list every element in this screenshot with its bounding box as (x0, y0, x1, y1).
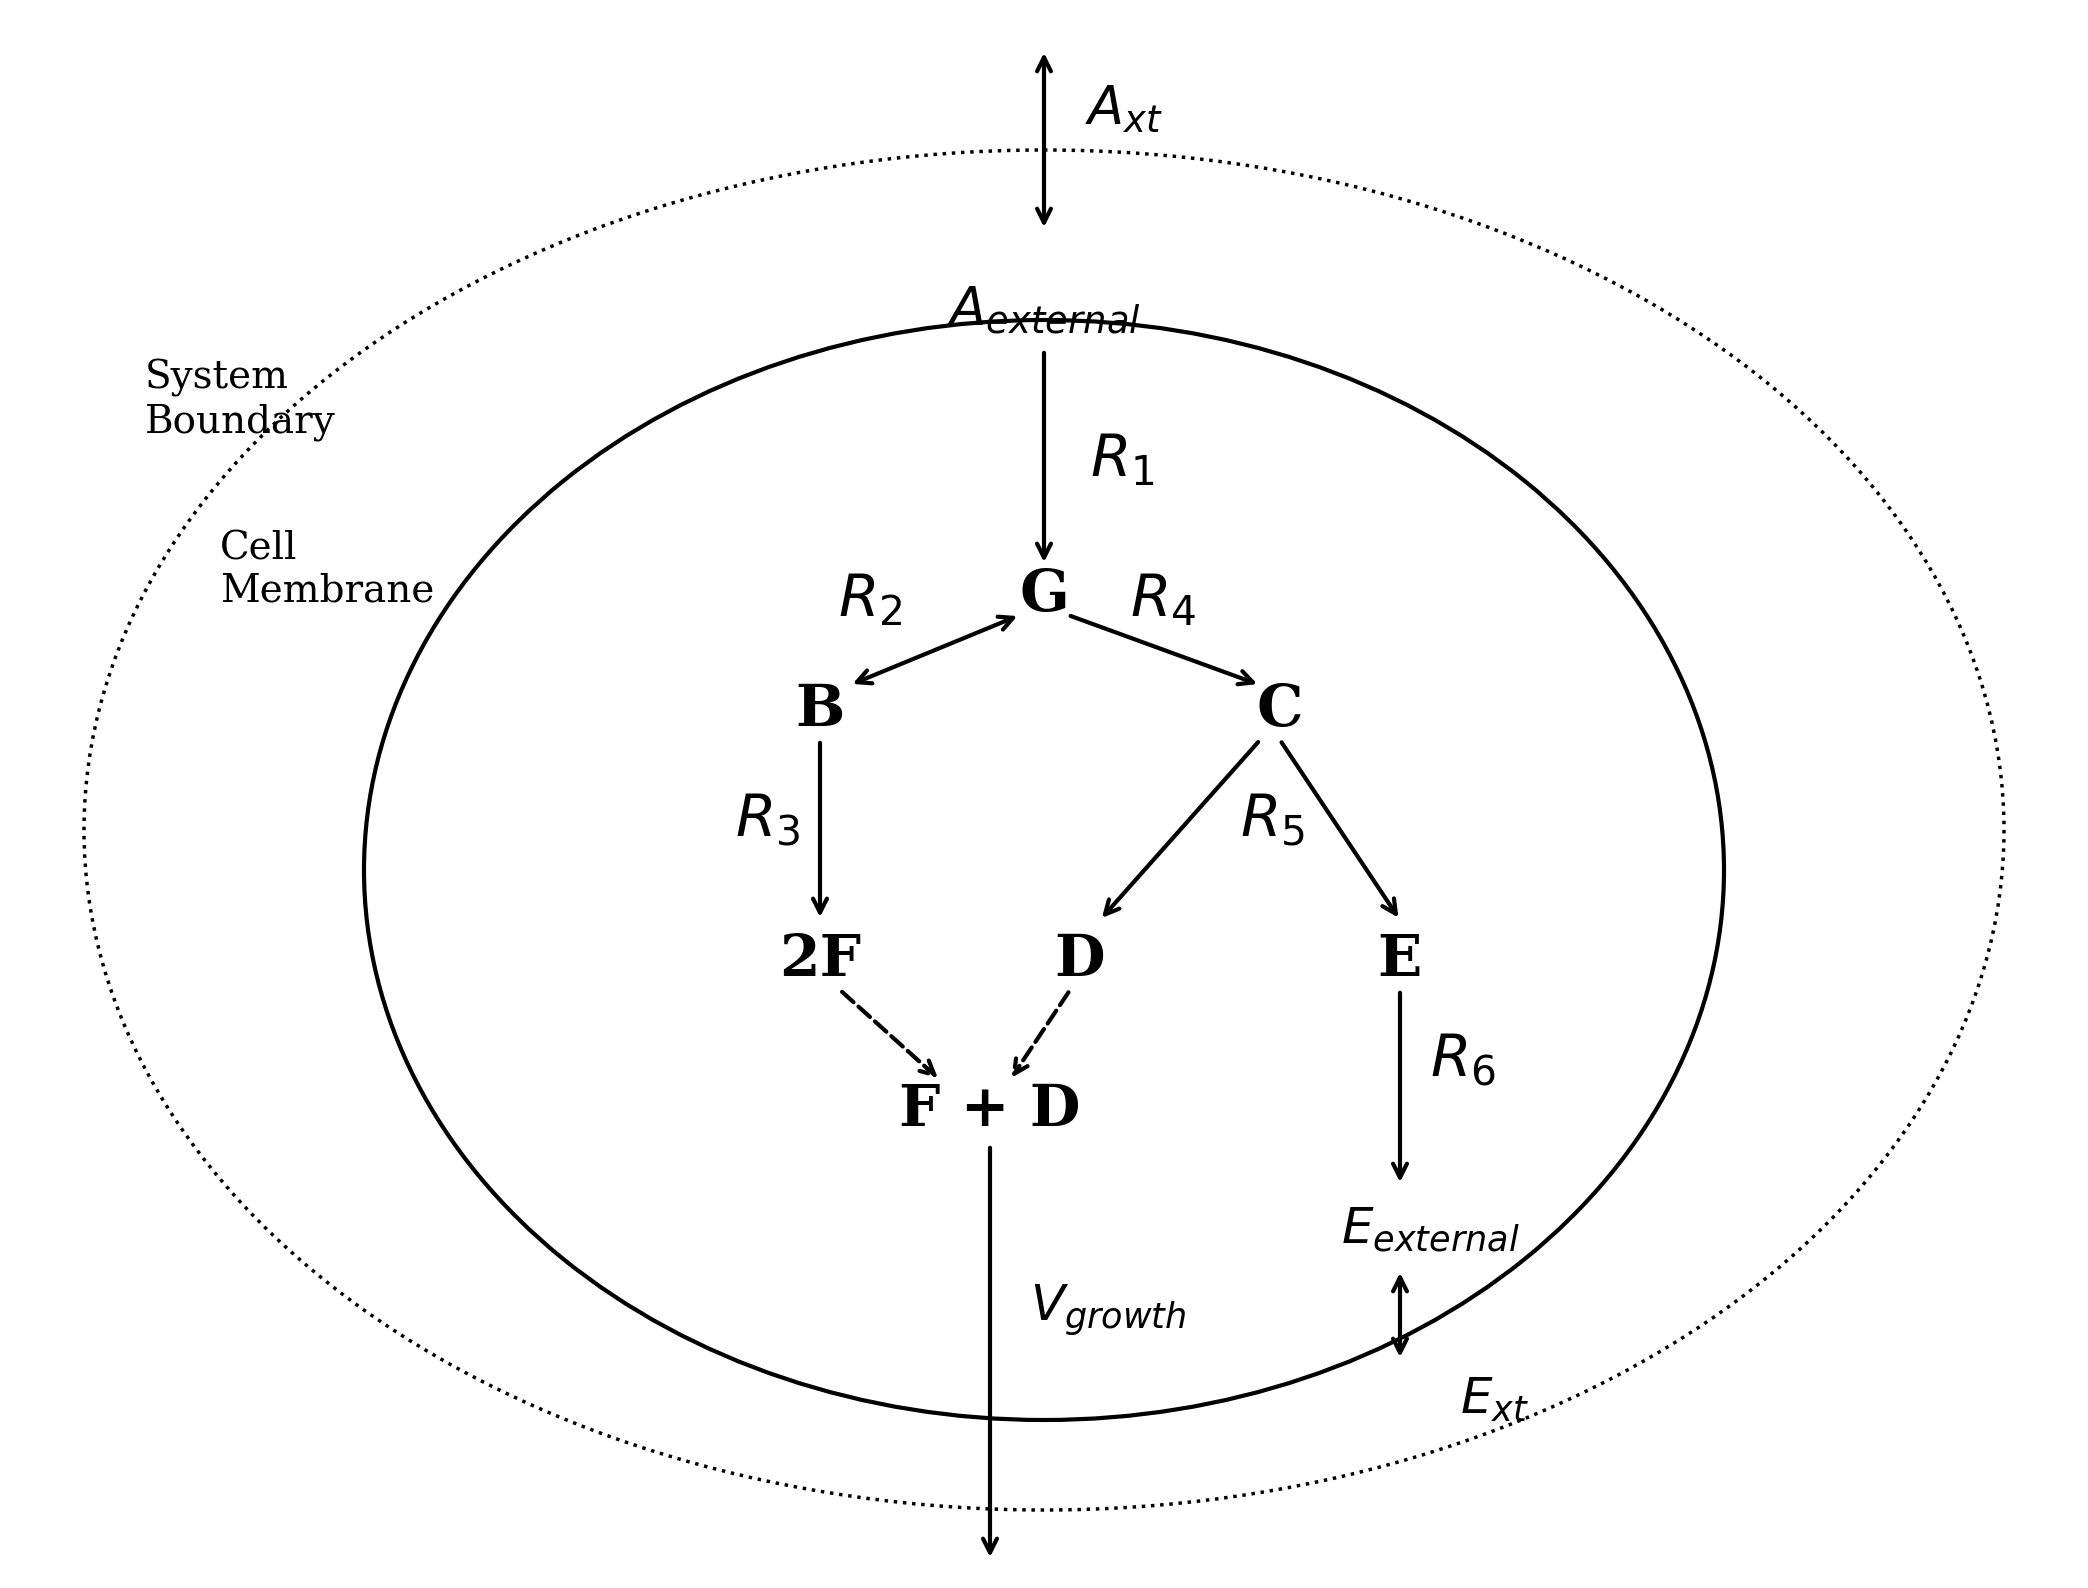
Text: 2F: 2F (779, 932, 860, 988)
Text: $E_{external}$: $E_{external}$ (1340, 1205, 1520, 1255)
Text: $R_5$: $R_5$ (1240, 791, 1305, 848)
Text: $V_{growth}$: $V_{growth}$ (1029, 1283, 1186, 1337)
Text: $A_{xt}$: $A_{xt}$ (1086, 84, 1163, 135)
Text: $R_2$: $R_2$ (837, 572, 902, 629)
Text: $R_1$: $R_1$ (1090, 432, 1155, 488)
Text: B: B (796, 681, 846, 738)
Text: E: E (1378, 932, 1422, 988)
Text: $A_{external}$: $A_{external}$ (948, 284, 1140, 335)
Text: $R_6$: $R_6$ (1430, 1032, 1495, 1088)
Text: $R_4$: $R_4$ (1130, 572, 1196, 629)
Text: D: D (1054, 932, 1105, 988)
Text: $R_3$: $R_3$ (735, 791, 800, 848)
Text: G: G (1019, 567, 1069, 622)
Text: Cell
Membrane: Cell Membrane (219, 530, 434, 610)
Text: F + D: F + D (900, 1081, 1082, 1139)
Text: System
Boundary: System Boundary (144, 359, 336, 440)
Text: $E_{xt}$: $E_{xt}$ (1460, 1375, 1528, 1424)
Text: C: C (1257, 681, 1303, 738)
